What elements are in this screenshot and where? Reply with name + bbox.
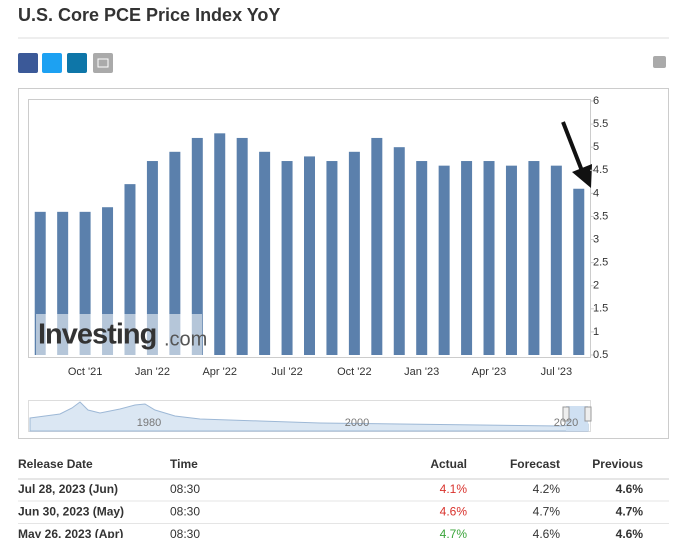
bar	[528, 161, 540, 355]
y-tick-label: 3	[593, 233, 599, 245]
linkedin-icon[interactable]	[67, 53, 87, 73]
bar	[146, 161, 158, 355]
bar	[102, 207, 114, 355]
navigator-selection[interactable]	[566, 406, 588, 431]
table-cell: 4.6%	[533, 527, 561, 538]
bar	[34, 211, 46, 355]
bar	[281, 161, 293, 355]
watermark-brand: Investing	[38, 319, 156, 351]
bars	[34, 133, 585, 355]
x-tick-label: Jan '22	[135, 366, 170, 378]
bar	[236, 137, 248, 355]
bar	[57, 211, 69, 355]
y-tick-label: 3.5	[593, 210, 608, 222]
bar	[573, 188, 585, 355]
bar	[304, 156, 315, 355]
chart-frame	[18, 88, 669, 439]
table-cell: 08:30	[170, 482, 200, 496]
bar	[393, 147, 405, 355]
bar	[461, 161, 473, 355]
y-tick-label: 4	[593, 187, 599, 199]
navigator-label: 1980	[137, 417, 161, 429]
table-cell: Jul 28, 2023 (Jun)	[18, 482, 118, 496]
bar	[191, 137, 203, 355]
table-cell: May 26, 2023 (Apr)	[18, 527, 123, 538]
column-header: Previous	[592, 457, 643, 471]
bar	[416, 161, 428, 355]
table-cell: 4.1%	[440, 482, 468, 496]
arrow-head	[572, 164, 592, 188]
y-tick-label: 5	[593, 141, 599, 153]
table: Release Date Time Actual Forecast Previous Ju…	[18, 457, 669, 538]
navigator-area	[29, 401, 589, 432]
table-cell: 4.7%	[440, 527, 468, 538]
table-cell: 4.2%	[533, 482, 561, 496]
column-header: Time	[170, 457, 198, 471]
table-cell: 4.7%	[533, 505, 561, 519]
x-tick-label: Oct '21	[68, 366, 103, 378]
watermark-bg	[36, 314, 202, 355]
bar	[550, 165, 562, 355]
table-cell: 4.6%	[616, 482, 644, 496]
bar	[169, 151, 181, 355]
x-tick-label: Apr '22	[202, 366, 237, 378]
navigator-handle[interactable]	[562, 406, 570, 422]
page-title: U.S. Core PCE Price Index YoY	[18, 5, 280, 25]
mail-icon[interactable]	[93, 53, 113, 73]
table-cell: 4.7%	[616, 505, 644, 519]
bar	[214, 133, 226, 355]
x-tick-label: Jan '23	[404, 366, 439, 378]
x-tick-label: Jul '22	[271, 366, 302, 378]
x-tick-label: Oct '22	[337, 366, 372, 378]
bar	[371, 137, 383, 355]
navigator-label: 2020	[554, 417, 578, 429]
bar	[348, 151, 360, 355]
bar	[505, 165, 517, 355]
table-cell: Jun 30, 2023 (May)	[18, 505, 124, 519]
y-tick-label: 6	[593, 95, 599, 107]
y-tick-label: 2	[593, 280, 599, 292]
column-header: Forecast	[510, 457, 560, 471]
bar	[259, 151, 271, 355]
mail-glyph	[97, 58, 109, 68]
y-tick-label: 4.5	[593, 164, 608, 176]
watermark-suffix: .com	[164, 328, 207, 350]
bar	[483, 161, 495, 355]
twitter-icon[interactable]	[42, 53, 62, 73]
facebook-icon[interactable]	[18, 53, 38, 73]
column-header: Actual	[430, 457, 467, 471]
print-icon[interactable]	[653, 56, 666, 68]
table-cell: 4.6%	[616, 527, 644, 538]
y-tick-label: 1	[593, 326, 599, 338]
navigator-label: 2000	[345, 417, 369, 429]
y-tick-label: 1.5	[593, 303, 608, 315]
column-header: Release Date	[18, 457, 93, 471]
bar	[79, 211, 91, 355]
arrow-shaft	[561, 121, 586, 177]
table-cell: 08:30	[170, 527, 200, 538]
bar	[438, 165, 450, 355]
x-tick-label: Jul '23	[541, 366, 572, 378]
share-icons	[18, 53, 666, 73]
table-cell: 4.6%	[440, 505, 468, 519]
table-cell: 08:30	[170, 505, 200, 519]
x-tick-label: Apr '23	[472, 366, 507, 378]
bar	[326, 161, 338, 355]
y-tick-label: 5.5	[593, 118, 608, 130]
bar	[124, 184, 136, 355]
y-tick-label: 0.5	[593, 349, 608, 361]
plot-area	[28, 99, 591, 358]
navigator-handle[interactable]	[584, 406, 592, 422]
y-tick-label: 2.5	[593, 257, 608, 269]
